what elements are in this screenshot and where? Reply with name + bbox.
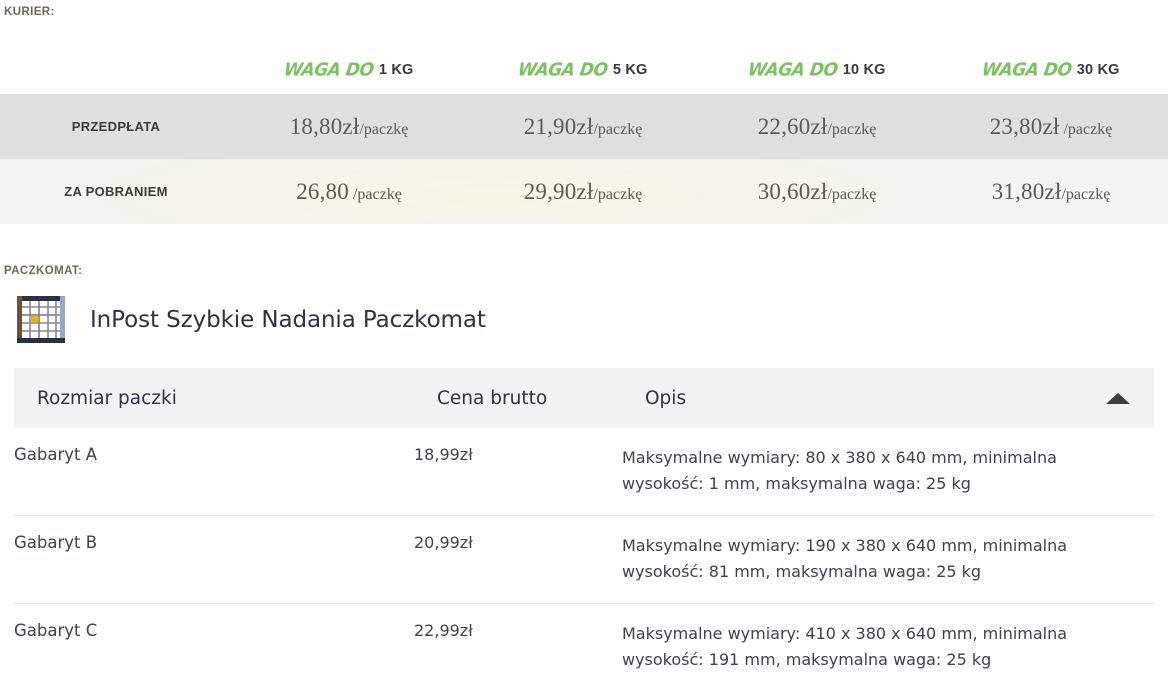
paczkomat-section-caption: PACZKOMAT: — [4, 265, 83, 277]
price-unit: /paczkę — [827, 120, 877, 138]
desc-gabaryt-b: Maksymalne wymiary: 190 x 380 x 640 mm, … — [622, 515, 1072, 604]
price-gabaryt-c: 22,99zł — [414, 620, 473, 640]
row-spacer — [1072, 515, 1154, 604]
price-amount: 31,80zł — [991, 178, 1062, 204]
caret-up-icon[interactable] — [1106, 392, 1130, 404]
price-gabaryt-b: 20,99zł — [414, 515, 622, 604]
price-amount: 18,80zł — [289, 113, 360, 139]
row-spacer — [1072, 603, 1154, 690]
price-amount: 21,90zł — [523, 113, 594, 139]
desc-gabaryt-c: Maksymalne wymiary: 410 x 380 x 640 mm, … — [622, 623, 1068, 669]
price-unit: /paczkę — [348, 185, 402, 203]
waga-do-label-2: WAGA DO — [516, 59, 610, 81]
inpost-heading: InPost Szybkie Nadania Paczkomat — [14, 292, 486, 347]
price-unit: /paczkę — [827, 185, 877, 203]
weight-value-1: 1 KG — [378, 62, 414, 78]
table-row: Gabaryt B 20,99zł Maksymalne wymiary: 19… — [14, 515, 1154, 604]
paczkomat-size-table: Rozmiar paczki Cena brutto Opis Gabaryt … — [14, 368, 1154, 690]
collapse-toggle[interactable] — [1072, 368, 1154, 428]
price-przedplata-5kg: 21,90zł/paczkę — [466, 94, 700, 159]
courier-header-row: WAGA DO 1 KG WAGA DO 5 KG WAGA DO 10 KG WAG… — [0, 46, 1168, 94]
price-unit: /paczkę — [593, 120, 643, 138]
waga-do-label-3: WAGA DO — [746, 59, 840, 81]
courier-header-5kg: WAGA DO 5 KG — [466, 46, 700, 94]
price-gabaryt-a: 18,99zł — [414, 428, 622, 516]
row-spacer — [1072, 428, 1154, 516]
desc-gabaryt-a: Maksymalne wymiary: 80 x 380 x 640 mm, m… — [622, 428, 1072, 516]
price-pobranie-30kg: 31,80zł/paczkę — [934, 159, 1168, 224]
price-amount: 23,80zł — [989, 113, 1060, 139]
paczkomat-header-row: Rozmiar paczki Cena brutto Opis — [14, 368, 1154, 428]
price-amount: 29,90zł — [523, 178, 594, 204]
table-row: ZA POBRANIEM 26,80 /paczkę 29,90zł/paczk… — [0, 159, 1168, 224]
courier-header-1kg: WAGA DO 1 KG — [232, 46, 466, 94]
courier-header-spacer — [0, 46, 232, 94]
row-label-za-pobraniem: ZA POBRANIEM — [64, 184, 168, 199]
price-unit: /paczkę — [1059, 120, 1113, 138]
table-row: PRZEDPŁATA 18,80zł/paczkę 21,90zł/paczkę… — [0, 94, 1168, 159]
price-amount: 22,60zł — [757, 113, 828, 139]
price-pobranie-5kg: 29,90zł/paczkę — [466, 159, 700, 224]
table-row: Gabaryt C 22,99zł Maksymalne wymiary: 41… — [14, 603, 1154, 690]
courier-header-10kg: WAGA DO 10 KG — [700, 46, 934, 94]
price-przedplata-1kg: 18,80zł/paczkę — [232, 94, 466, 159]
price-amount: 30,60zł — [757, 178, 828, 204]
column-header-opis[interactable]: Opis — [622, 368, 1072, 428]
inpost-title: InPost Szybkie Nadania Paczkomat — [90, 306, 486, 333]
courier-header-30kg: WAGA DO 30 KG — [934, 46, 1168, 94]
inpost-locker-icon — [14, 292, 68, 347]
price-pobranie-10kg: 30,60zł/paczkę — [700, 159, 934, 224]
column-header-rozmiar[interactable]: Rozmiar paczki — [14, 368, 414, 428]
waga-do-label-4: WAGA DO — [980, 59, 1074, 81]
price-przedplata-10kg: 22,60zł/paczkę — [700, 94, 934, 159]
pricing-page: KURIER: WAGA DO 1 KG WAGA DO 5 KG WAGA DO 1… — [0, 6, 1168, 669]
price-przedplata-30kg: 23,80zł /paczkę — [934, 94, 1168, 159]
price-pobranie-1kg: 26,80 /paczkę — [232, 159, 466, 224]
price-unit: /paczkę — [593, 185, 643, 203]
row-label-przedplata: PRZEDPŁATA — [0, 94, 232, 159]
size-gabaryt-b: Gabaryt B — [14, 515, 414, 604]
price-unit: /paczkę — [1061, 185, 1111, 203]
courier-price-table: WAGA DO 1 KG WAGA DO 5 KG WAGA DO 10 KG WAG… — [0, 46, 1168, 224]
waga-do-label-1: WAGA DO — [282, 59, 376, 81]
price-unit: /paczkę — [359, 120, 409, 138]
weight-value-4: 30 KG — [1076, 62, 1120, 78]
weight-value-3: 10 KG — [842, 62, 886, 78]
size-gabaryt-c: Gabaryt C — [14, 620, 98, 640]
weight-value-2: 5 KG — [612, 62, 648, 78]
column-header-cena[interactable]: Cena brutto — [414, 368, 622, 428]
table-row: Gabaryt A 18,99zł Maksymalne wymiary: 80… — [14, 428, 1154, 516]
size-gabaryt-a: Gabaryt A — [14, 428, 414, 516]
price-amount: 26,80 — [296, 178, 349, 204]
kurier-section-caption: KURIER: — [4, 6, 55, 18]
